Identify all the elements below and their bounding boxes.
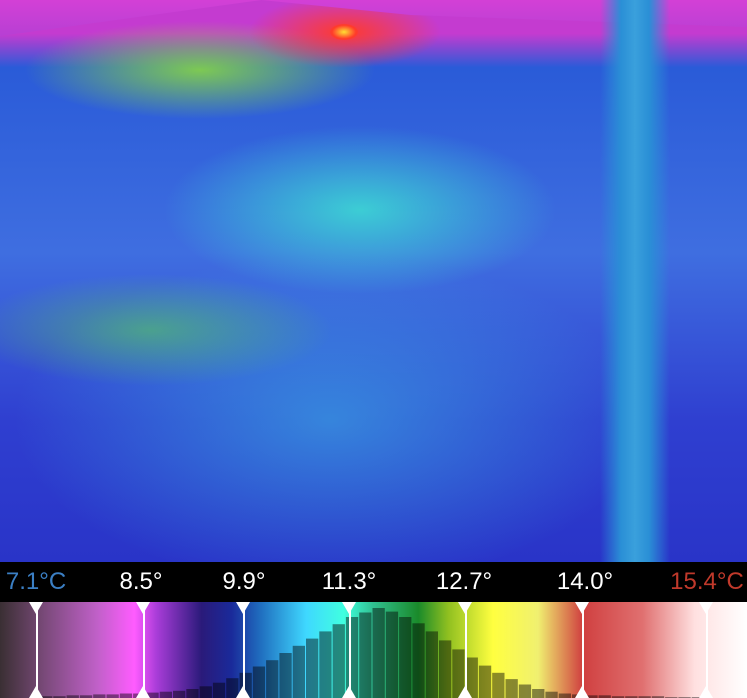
scale-tick-label: 14.0°: [556, 568, 614, 595]
histogram-bar: [505, 679, 518, 698]
histogram-bar: [345, 617, 359, 698]
scale-handle-bottom[interactable]: [136, 686, 150, 698]
scale-tick-label: 11.3°: [321, 568, 377, 595]
min-temperature-label: 7.1°C: [5, 568, 67, 595]
histogram-bar: [492, 672, 505, 698]
histogram-bar: [625, 696, 638, 698]
scale-handle-bottom[interactable]: [29, 686, 43, 698]
histogram-bar: [226, 678, 239, 698]
temperature-histogram: [40, 608, 704, 698]
palette-divider: [143, 602, 145, 698]
cold-column: [600, 0, 670, 562]
histogram-bar: [319, 631, 332, 698]
histogram-bar: [638, 696, 651, 698]
palette-divider: [36, 602, 38, 698]
thermal-image: [0, 0, 747, 562]
histogram-bar: [452, 649, 465, 698]
palette-divider: [706, 602, 708, 698]
scale-tick-label: 9.9°: [222, 568, 266, 595]
histogram-bar: [53, 696, 66, 698]
scale-handle-top[interactable]: [236, 602, 250, 614]
histogram-bar: [79, 695, 93, 698]
palette-divider: [465, 602, 467, 698]
histogram-bar: [518, 684, 532, 698]
histogram-bar: [532, 689, 545, 698]
histogram-bar: [199, 686, 212, 698]
scale-handle-bottom[interactable]: [236, 686, 250, 698]
histogram-bar: [558, 693, 571, 698]
histogram-bar: [266, 660, 279, 698]
histogram-bar: [332, 624, 345, 698]
histogram-bar: [545, 691, 558, 698]
histogram-bar: [186, 689, 199, 698]
histogram-bar: [425, 631, 438, 698]
histogram-bar: [252, 666, 266, 698]
histogram-bar: [93, 694, 106, 698]
histogram-bar: [359, 612, 372, 698]
palette-divider: [243, 602, 245, 698]
histogram-bar: [385, 611, 399, 698]
histogram-bar: [412, 623, 425, 698]
palette-divider: [349, 602, 351, 698]
scale-handle-bottom[interactable]: [458, 686, 472, 698]
histogram-bar: [119, 693, 133, 698]
hot-spot-marker: [330, 24, 358, 40]
histogram-bar: [439, 640, 452, 698]
histogram-bar: [611, 696, 625, 698]
histogram-bar: [585, 695, 598, 698]
max-temperature-label: 15.4°C: [670, 568, 744, 595]
scale-handle-top[interactable]: [575, 602, 589, 614]
palette-divider: [582, 602, 584, 698]
scale-handle-bottom[interactable]: [342, 686, 356, 698]
histogram-bar: [159, 691, 172, 698]
scale-tick-label: 12.7°: [435, 568, 493, 595]
scale-handle-bottom[interactable]: [575, 686, 589, 698]
histogram-bar: [292, 645, 305, 698]
histogram-bar: [306, 638, 319, 698]
scale-handle-top[interactable]: [458, 602, 472, 614]
scale-handle-top[interactable]: [136, 602, 150, 614]
histogram-bar: [372, 608, 385, 698]
histogram-bar: [173, 690, 186, 698]
histogram-bar: [598, 695, 611, 698]
scale-handle-top[interactable]: [29, 602, 43, 614]
histogram-bar: [106, 694, 119, 698]
color-palette-bar[interactable]: [0, 602, 747, 698]
histogram-bar: [478, 665, 492, 698]
histogram-bar: [146, 692, 159, 698]
histogram-bar: [399, 617, 412, 698]
scale-handle-bottom[interactable]: [699, 686, 713, 698]
scale-handle-top[interactable]: [342, 602, 356, 614]
histogram-bar: [651, 696, 665, 698]
histogram-bar: [66, 695, 79, 698]
scale-tick-label: 8.5°: [119, 568, 163, 595]
histogram-bar: [212, 682, 226, 698]
scale-handle-top[interactable]: [699, 602, 713, 614]
temperature-scale-labels: 7.1°C 8.5° 9.9° 11.3° 12.7° 14.0° 15.4°C: [0, 562, 747, 602]
histogram-bar: [279, 653, 292, 698]
histogram-bar: [40, 696, 53, 698]
